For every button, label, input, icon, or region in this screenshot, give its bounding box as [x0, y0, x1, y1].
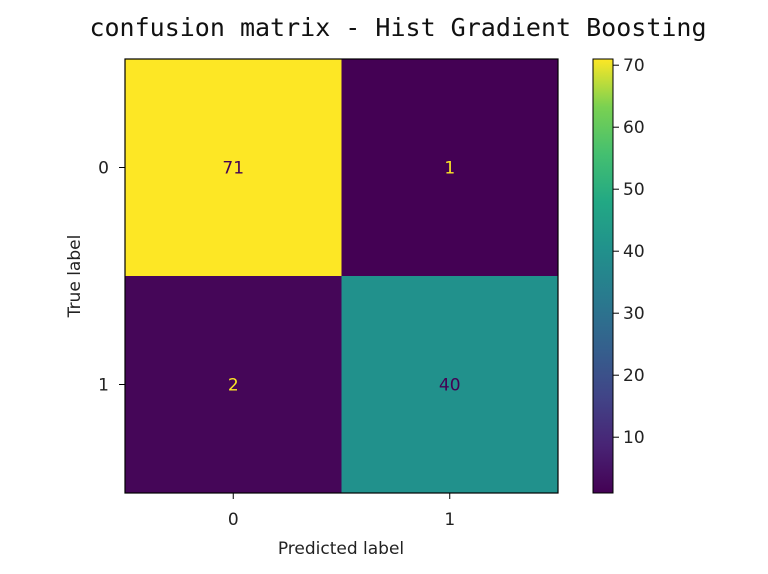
matrix-cell: [341, 59, 558, 276]
colorbar-tick-label: 60: [623, 118, 645, 138]
y-tick-label: 1: [98, 376, 109, 396]
colorbar-tick-label: 10: [623, 428, 645, 448]
colorbar-tick-label: 70: [623, 56, 645, 76]
matrix-cell: [125, 276, 342, 493]
cell-value-label: 1: [444, 159, 455, 179]
matrix-cell: [341, 276, 558, 493]
colorbar-tick-label: 20: [623, 366, 645, 386]
matrix-cell: [125, 59, 342, 276]
colorbar-tick-label: 30: [623, 304, 645, 324]
matrix-cell-labels: 71 1 2 40: [222, 159, 460, 396]
colorbar-tick-label: 40: [623, 242, 645, 262]
chart-title: confusion matrix - Hist Gradient Boostin…: [89, 13, 706, 42]
x-axis-label: Predicted label: [278, 539, 404, 559]
colorbar: [593, 59, 613, 493]
colorbar-ticks: 10 20 30 40 50 60 70: [613, 56, 645, 448]
cell-value-label: 71: [222, 159, 244, 179]
cell-value-label: 40: [439, 376, 461, 396]
y-tick-label: 0: [98, 159, 109, 179]
matrix-cells: [125, 59, 558, 493]
plot-frame: [124, 58, 559, 494]
x-tick-label: 1: [444, 510, 455, 530]
y-axis-ticks: 01: [98, 159, 125, 396]
colorbar-frame: [592, 58, 614, 494]
cell-value-label: 2: [228, 376, 239, 396]
colorbar-tick-label: 50: [623, 180, 645, 200]
y-axis-label: True label: [65, 235, 85, 319]
x-tick-label: 0: [228, 510, 239, 530]
